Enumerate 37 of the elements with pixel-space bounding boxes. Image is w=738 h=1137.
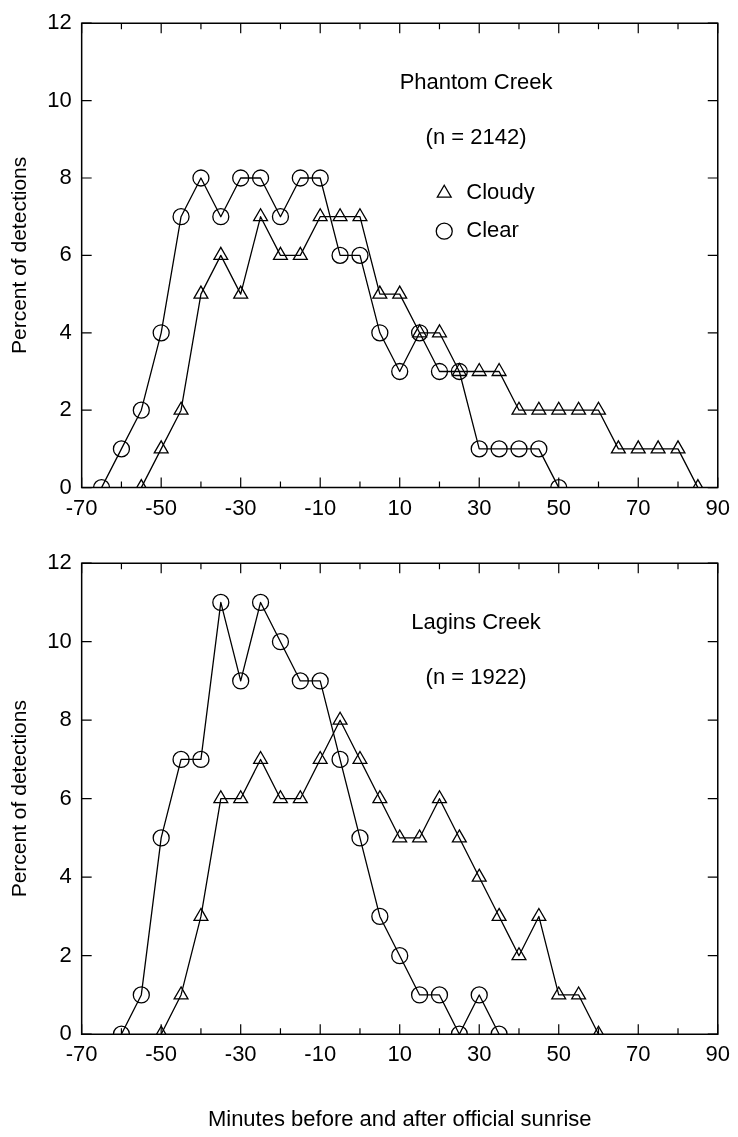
x-tick-label: -30 — [224, 494, 257, 520]
x-tick-label: 70 — [626, 1041, 651, 1067]
y-tick-label: 8 — [59, 164, 72, 190]
y-tick-label: 6 — [59, 241, 72, 267]
y-tick-label: 10 — [47, 86, 72, 112]
annotation: (n = 2142) — [425, 124, 527, 150]
y-tick-label: 4 — [59, 318, 72, 344]
x-tick-label: -10 — [304, 1041, 337, 1067]
y-tick-label: 2 — [59, 941, 72, 967]
x-tick-label: 30 — [466, 494, 492, 520]
annotation: Lagins Creek — [411, 609, 542, 635]
x-tick-label: 50 — [546, 1041, 571, 1067]
x-tick-label: -10 — [304, 494, 337, 520]
x-tick-label: -30 — [224, 1041, 257, 1067]
x-tick-label: 50 — [546, 494, 571, 520]
y-tick-label: 2 — [59, 396, 72, 422]
annotation: Phantom Creek — [399, 69, 554, 95]
annotation: (n = 1922) — [425, 664, 527, 690]
y-tick-label: 10 — [47, 627, 72, 653]
y-tick-label: 12 — [47, 549, 72, 575]
x-tick-label: 30 — [466, 1041, 492, 1067]
y-axis-title: Percent of detections — [7, 156, 31, 355]
x-tick-label: 90 — [705, 494, 731, 520]
x-tick-label: -50 — [145, 494, 178, 520]
x-tick-label: 70 — [626, 494, 651, 520]
x-tick-label: 10 — [387, 1041, 412, 1067]
y-tick-label: 12 — [47, 9, 72, 35]
y-axis-title: Percent of detections — [7, 700, 31, 898]
legend-label: Clear — [466, 217, 519, 243]
y-tick-label: 4 — [59, 863, 72, 889]
x-axis-title: Minutes before and after official sunrise — [207, 1105, 592, 1131]
legend-label: Cloudy — [466, 179, 535, 205]
x-tick-label: -50 — [145, 1041, 178, 1067]
y-tick-label: 6 — [59, 784, 72, 810]
x-tick-label: 90 — [705, 1041, 731, 1067]
x-tick-label: 10 — [387, 494, 412, 520]
y-tick-label: 8 — [59, 706, 72, 732]
